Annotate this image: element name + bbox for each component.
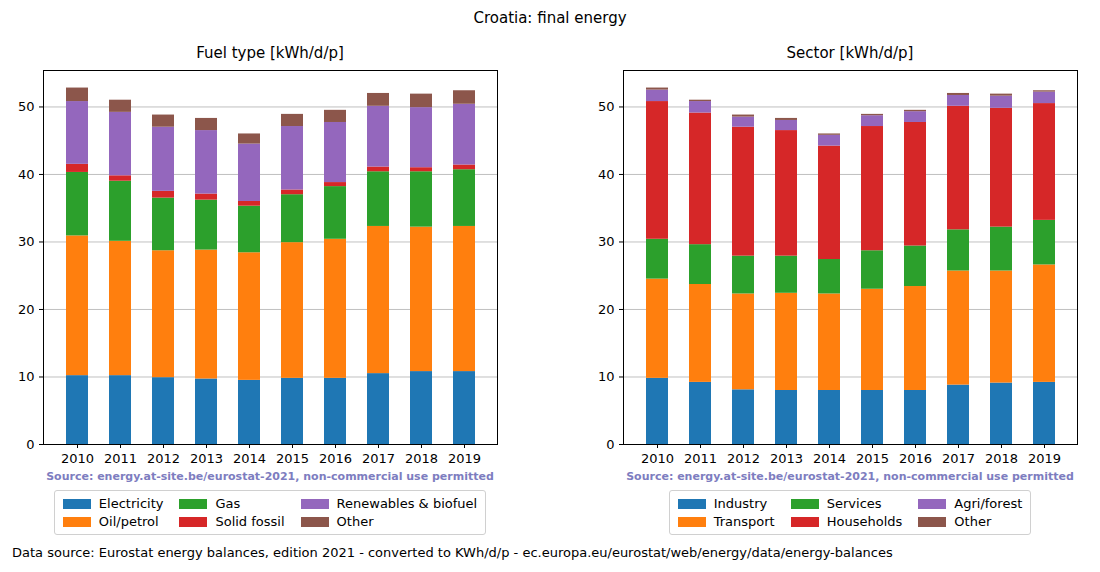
svg-text:2012: 2012 <box>147 451 180 466</box>
html-text:Data source: Eurostat energy b: Data source: Eurostat energy balances, e… <box>12 545 893 560</box>
svg-text:2013: 2013 <box>190 451 223 466</box>
svg-text:2016: 2016 <box>899 451 932 466</box>
html-text:Other: Other <box>336 514 374 529</box>
svg-text:40: 40 <box>18 167 35 182</box>
svg-text:40: 40 <box>598 167 615 182</box>
html-text:Industry: Industry <box>713 496 768 511</box>
svg-text:2018: 2018 <box>985 451 1018 466</box>
svg-text:2014: 2014 <box>233 451 266 466</box>
svg-text:2016: 2016 <box>319 451 352 466</box>
html-text:Gas: Gas <box>215 496 241 511</box>
svg-text:30: 30 <box>18 234 35 249</box>
svg-text:2019: 2019 <box>448 451 481 466</box>
svg-text:2017: 2017 <box>942 451 975 466</box>
html-text:Renewables & biofuel: Renewables & biofuel <box>336 496 478 511</box>
html-text:Electricity: Electricity <box>98 496 164 511</box>
html-text:Solid fossil: Solid fossil <box>215 514 285 529</box>
html-text:Services: Services <box>826 496 882 511</box>
svg-text:2014: 2014 <box>813 451 846 466</box>
html-text:Households: Households <box>826 514 903 529</box>
html-text:Oil/petrol: Oil/petrol <box>98 514 159 529</box>
svg-text:10: 10 <box>18 369 35 384</box>
html-text:Source: energy.at-site.be/euro: Source: energy.at-site.be/eurostat-2021,… <box>46 470 494 483</box>
svg-text:50: 50 <box>18 99 35 114</box>
html-text:Source: energy.at-site.be/euro: Source: energy.at-site.be/eurostat-2021,… <box>626 470 1074 483</box>
svg-text:2012: 2012 <box>727 451 760 466</box>
svg-text:10: 10 <box>598 369 615 384</box>
svg-text:20: 20 <box>598 302 615 317</box>
svg-text:2015: 2015 <box>276 451 309 466</box>
svg-text:2010: 2010 <box>641 451 674 466</box>
svg-text:0: 0 <box>26 437 34 452</box>
html-text:Transport: Transport <box>713 514 775 529</box>
svg-text:20: 20 <box>18 302 35 317</box>
svg-text:2015: 2015 <box>856 451 889 466</box>
html-text:Sector [kWh/d/p]: Sector [kWh/d/p] <box>786 44 914 62</box>
svg-text:2011: 2011 <box>104 451 137 466</box>
svg-text:2013: 2013 <box>770 451 803 466</box>
svg-text:2019: 2019 <box>1028 451 1061 466</box>
html-text:Other: Other <box>954 514 992 529</box>
html-text:Agri/forest: Agri/forest <box>954 496 1023 511</box>
svg-text:0: 0 <box>606 437 614 452</box>
svg-text:50: 50 <box>598 99 615 114</box>
html-text:Croatia: final energy: Croatia: final energy <box>473 9 627 27</box>
svg-text:2017: 2017 <box>362 451 395 466</box>
svg-text:2011: 2011 <box>684 451 717 466</box>
svg-text:30: 30 <box>598 234 615 249</box>
html-text:Fuel type [kWh/d/p]: Fuel type [kWh/d/p] <box>196 44 344 62</box>
svg-text:2018: 2018 <box>405 451 438 466</box>
svg-text:2010: 2010 <box>61 451 94 466</box>
